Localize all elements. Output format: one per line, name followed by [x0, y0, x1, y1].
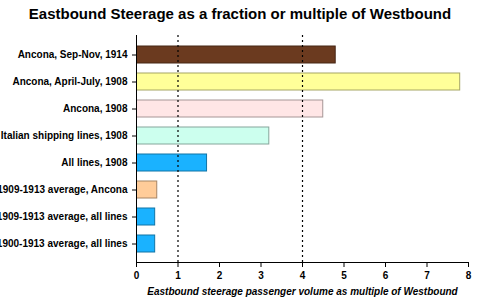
- svg-text:Italian shipping lines, 1908: Italian shipping lines, 1908: [1, 130, 128, 141]
- svg-text:4: 4: [300, 270, 306, 281]
- svg-text:6: 6: [383, 270, 389, 281]
- svg-text:0: 0: [134, 270, 140, 281]
- svg-text:1900-1913 average, all lines: 1900-1913 average, all lines: [0, 238, 128, 249]
- svg-text:1: 1: [175, 270, 181, 281]
- svg-text:Ancona, 1908: Ancona, 1908: [63, 103, 128, 114]
- svg-text:Ancona, Sep-Nov, 1914: Ancona, Sep-Nov, 1914: [18, 49, 128, 60]
- svg-text:1909-1913 average, Ancona: 1909-1913 average, Ancona: [0, 184, 128, 195]
- svg-text:Ancona, April-July, 1908: Ancona, April-July, 1908: [12, 76, 127, 87]
- svg-text:3: 3: [258, 270, 264, 281]
- html-text:Eastbound Steerage as a fracti: Eastbound Steerage as a fraction or mult…: [28, 5, 452, 22]
- svg-text:8: 8: [466, 270, 472, 281]
- svg-text:2: 2: [217, 270, 223, 281]
- svg-text:1909-1913 average, all lines: 1909-1913 average, all lines: [0, 211, 128, 222]
- svg-text:7: 7: [424, 270, 430, 281]
- svg-text:Eastbound steerage passenger v: Eastbound steerage passenger volume as m…: [147, 286, 458, 297]
- svg-text:All lines, 1908: All lines, 1908: [61, 157, 128, 168]
- svg-text:5: 5: [341, 270, 347, 281]
